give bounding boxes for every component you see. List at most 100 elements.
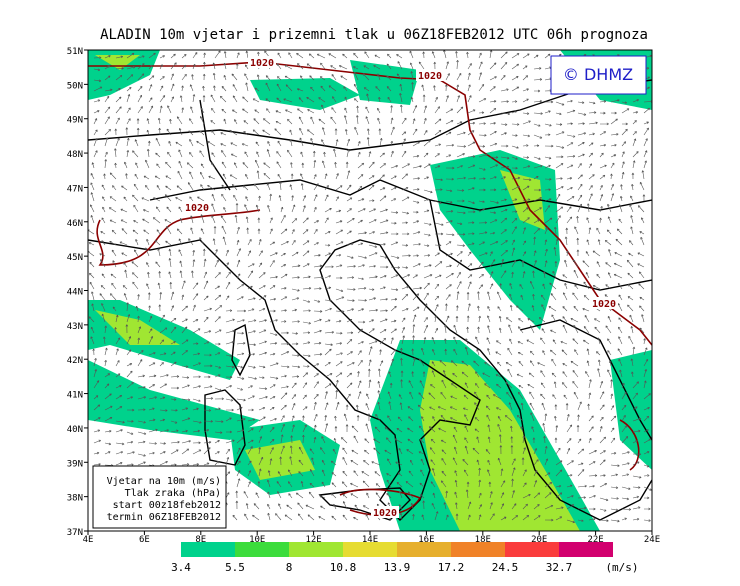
wind-arrow xyxy=(564,282,568,290)
wind-arrow xyxy=(375,414,381,422)
wind-arrow xyxy=(178,128,183,136)
wind-arrow xyxy=(229,174,238,180)
wind-arrow xyxy=(104,373,111,378)
wind-arrow xyxy=(214,451,220,455)
wind-arrow xyxy=(225,408,234,412)
wind-arrow xyxy=(632,406,638,411)
wind-arrow xyxy=(210,94,216,103)
wind-arrow xyxy=(401,211,409,215)
wind-arrow xyxy=(478,274,484,279)
wind-arrow xyxy=(422,51,425,59)
wind-arrow xyxy=(302,321,311,325)
wind-arrow xyxy=(377,390,381,400)
wind-arrow xyxy=(544,123,552,127)
wind-arrow xyxy=(214,374,221,378)
wind-arrow xyxy=(148,52,156,59)
wind-arrow xyxy=(566,250,569,257)
wind-arrow xyxy=(235,490,239,499)
wind-arrow xyxy=(192,342,199,345)
wind-arrow xyxy=(495,374,502,378)
wind-arrow xyxy=(302,217,309,224)
wind-arrow xyxy=(478,504,482,510)
wind-arrow xyxy=(487,348,491,356)
wind-arrow xyxy=(247,428,254,433)
wind-arrow xyxy=(544,472,551,477)
wind-arrow xyxy=(599,404,605,411)
wind-arrow xyxy=(500,468,504,477)
wind-arrow xyxy=(394,438,403,444)
wind-arrow xyxy=(605,284,612,290)
wind-arrow xyxy=(456,84,460,92)
wind-arrow xyxy=(550,349,557,356)
wind-arrow xyxy=(236,376,245,380)
wind-arrow xyxy=(298,471,304,477)
wind-arrow xyxy=(302,275,311,279)
wind-arrow xyxy=(478,177,486,181)
wind-arrow xyxy=(104,442,112,446)
wind-arrow xyxy=(324,265,334,269)
wind-arrow xyxy=(168,258,172,268)
lat-label: 50N xyxy=(67,81,83,91)
wind-arrow xyxy=(181,417,191,422)
wind-arrow xyxy=(223,118,227,125)
wind-arrow xyxy=(269,438,275,444)
wind-arrow xyxy=(137,350,144,356)
wind-arrow xyxy=(467,251,472,257)
wind-arrow xyxy=(456,291,460,301)
wind-arrow xyxy=(466,51,469,59)
wind-arrow xyxy=(168,248,172,257)
wind-arrow xyxy=(445,166,455,170)
wind-arrow xyxy=(225,309,233,312)
wind-arrow xyxy=(104,106,111,114)
wind-arrow xyxy=(639,231,645,235)
wind-arrow xyxy=(357,151,361,158)
wind-arrow xyxy=(324,252,331,257)
wind-arrow xyxy=(236,248,241,257)
wind-arrow xyxy=(577,519,584,523)
wind-arrow xyxy=(356,415,360,422)
wind-arrow xyxy=(310,86,315,92)
wind-arrow xyxy=(497,415,502,422)
wind-arrow xyxy=(115,74,123,81)
wind-arrow xyxy=(608,249,612,257)
wind-arrow xyxy=(300,480,304,488)
wind-arrow xyxy=(484,383,491,389)
wind-arrow xyxy=(321,127,326,136)
wind-arrow xyxy=(496,407,502,411)
wind-arrow xyxy=(628,252,634,257)
wind-arrow xyxy=(104,416,113,422)
wind-arrow xyxy=(313,206,317,213)
wind-arrow xyxy=(302,287,312,290)
wind-arrow xyxy=(487,325,491,334)
wind-arrow xyxy=(412,231,421,235)
wind-arrow xyxy=(269,458,273,466)
wind-arrow xyxy=(552,270,557,279)
wind-arrow xyxy=(401,117,407,125)
wind-arrow xyxy=(280,286,287,290)
wind-arrow xyxy=(181,280,186,290)
wind-arrow xyxy=(230,153,238,158)
wind-arrow xyxy=(313,264,323,268)
wind-arrow xyxy=(221,161,227,169)
wind-arrow xyxy=(588,185,593,191)
wind-arrow xyxy=(225,262,229,268)
wind-arrow xyxy=(486,414,491,422)
wind-arrow xyxy=(166,206,172,213)
wind-arrow xyxy=(302,240,310,246)
wind-arrow xyxy=(148,328,153,334)
wind-arrow xyxy=(89,281,95,290)
wind-arrow xyxy=(632,346,636,356)
wind-arrow xyxy=(511,110,518,114)
wind-arrow xyxy=(242,162,249,169)
wind-arrow xyxy=(258,238,262,246)
wind-arrow xyxy=(134,249,139,257)
wind-arrow xyxy=(454,502,458,510)
wind-arrow xyxy=(309,75,315,81)
wind-arrow xyxy=(478,72,483,81)
wind-arrow xyxy=(255,141,260,147)
wind-arrow xyxy=(331,493,337,499)
wind-arrow xyxy=(236,469,241,477)
wind-arrow xyxy=(377,368,381,378)
wind-arrow xyxy=(423,140,431,147)
wind-arrow xyxy=(290,173,294,180)
